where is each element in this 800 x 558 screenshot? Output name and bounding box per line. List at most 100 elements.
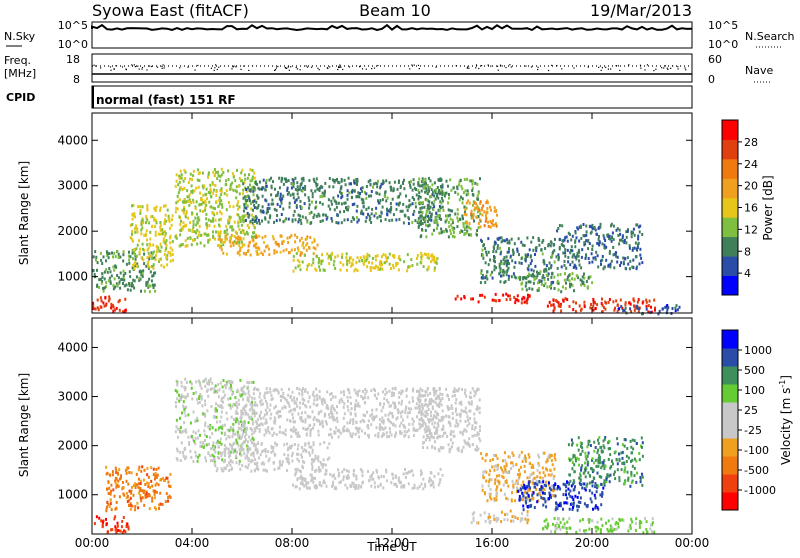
- heatmap-cell: [499, 237, 501, 240]
- heatmap-cell: [344, 412, 346, 415]
- heatmap-cell: [140, 470, 142, 473]
- colorbar-tick-label: 8: [744, 245, 751, 258]
- heatmap-cell: [412, 202, 414, 205]
- heatmap-cell: [269, 216, 271, 219]
- heatmap-cell: [118, 468, 120, 471]
- heatmap-cell: [185, 414, 187, 417]
- heatmap-cell: [363, 255, 365, 258]
- heatmap-cell: [253, 388, 255, 391]
- heatmap-cell: [321, 195, 323, 198]
- heatmap-cell: [564, 251, 566, 254]
- heatmap-cell: [487, 221, 489, 224]
- heatmap-cell: [459, 218, 461, 221]
- nsearch-tick-bottom: 10^0: [708, 38, 738, 51]
- heatmap-cell: [242, 189, 244, 192]
- heatmap-cell: [337, 255, 339, 258]
- heatmap-cell: [530, 281, 532, 284]
- heatmap-cell: [475, 421, 477, 424]
- nave-dot: [478, 68, 479, 69]
- heatmap-cell: [448, 221, 450, 224]
- heatmap-cell: [499, 263, 501, 266]
- heatmap-cell: [437, 395, 439, 398]
- heatmap-cell: [358, 484, 360, 487]
- heatmap-cell: [274, 454, 276, 457]
- heatmap-cell: [196, 229, 198, 232]
- heatmap-cell: [155, 468, 157, 471]
- heatmap-cell: [620, 261, 622, 264]
- heatmap-cell: [611, 235, 613, 238]
- heatmap-cell: [304, 444, 306, 447]
- heatmap-cell: [453, 186, 455, 189]
- heatmap-cell: [149, 290, 151, 293]
- heatmap-cell: [326, 252, 328, 255]
- heatmap-cell: [436, 417, 438, 420]
- heatmap-cell: [240, 231, 242, 234]
- nave-tick-bottom: 0: [708, 73, 715, 86]
- heatmap-cell: [223, 396, 225, 399]
- heatmap-cell: [151, 500, 153, 503]
- heatmap-cell: [221, 248, 223, 251]
- heatmap-cell: [312, 192, 314, 195]
- heatmap-cell: [95, 259, 97, 262]
- heatmap-cell: [202, 413, 204, 416]
- heatmap-cell: [260, 453, 262, 456]
- heatmap-cell: [365, 197, 367, 200]
- power-colorbar-title: Power [dB]: [761, 175, 775, 240]
- heatmap-cell: [159, 209, 161, 212]
- heatmap-cell: [215, 230, 217, 233]
- heatmap-cell: [134, 215, 136, 218]
- heatmap-cell: [183, 208, 185, 211]
- heatmap-cell: [530, 241, 532, 244]
- heatmap-cell: [236, 418, 238, 421]
- heatmap-cell: [421, 228, 423, 231]
- heatmap-cell: [159, 221, 161, 224]
- heatmap-cell: [284, 177, 286, 180]
- heatmap-cell: [407, 415, 409, 418]
- heatmap-cell: [312, 458, 314, 461]
- heatmap-cell: [194, 217, 196, 220]
- heatmap-cell: [116, 284, 118, 287]
- heatmap-cell: [485, 480, 487, 483]
- heatmap-cell: [420, 234, 422, 237]
- y-tick-label: 3000: [57, 179, 88, 193]
- heatmap-cell: [221, 397, 223, 400]
- heatmap-cell: [353, 218, 355, 221]
- heatmap-cell: [411, 221, 413, 224]
- heatmap-cell: [265, 400, 267, 403]
- heatmap-cell: [618, 242, 620, 245]
- heatmap-cell: [218, 218, 220, 221]
- heatmap-cell: [299, 215, 301, 218]
- heatmap-cell: [256, 426, 258, 429]
- heatmap-cell: [556, 255, 558, 258]
- heatmap-cell: [395, 431, 397, 434]
- heatmap-cell: [126, 480, 128, 483]
- heatmap-cell: [253, 172, 255, 175]
- heatmap-cell: [112, 304, 114, 307]
- nave-dot: [300, 69, 301, 70]
- heatmap-cell: [464, 227, 466, 230]
- heatmap-cell: [117, 484, 119, 487]
- heatmap-cell: [633, 297, 635, 300]
- heatmap-cell: [315, 469, 317, 472]
- heatmap-cell: [298, 249, 300, 252]
- heatmap-cell: [137, 244, 139, 247]
- nave-dot: [215, 64, 216, 65]
- heatmap-cell: [407, 209, 409, 212]
- heatmap-cell: [388, 390, 390, 393]
- heatmap-cell: [291, 460, 293, 463]
- heatmap-cell: [527, 294, 529, 297]
- heatmap-cell: [604, 308, 606, 311]
- heatmap-cell: [234, 396, 236, 399]
- heatmap-cell: [645, 299, 647, 302]
- heatmap-cell: [399, 432, 401, 435]
- heatmap-cell: [314, 395, 316, 398]
- heatmap-cell: [428, 266, 430, 269]
- heatmap-cell: [472, 435, 474, 438]
- heatmap-cell: [371, 473, 373, 476]
- heatmap-cell: [245, 252, 247, 255]
- heatmap-cell: [226, 464, 228, 467]
- heatmap-cell: [269, 409, 271, 412]
- heatmap-cell: [456, 389, 458, 392]
- heatmap-cell: [396, 485, 398, 488]
- nave-dot: [667, 69, 668, 70]
